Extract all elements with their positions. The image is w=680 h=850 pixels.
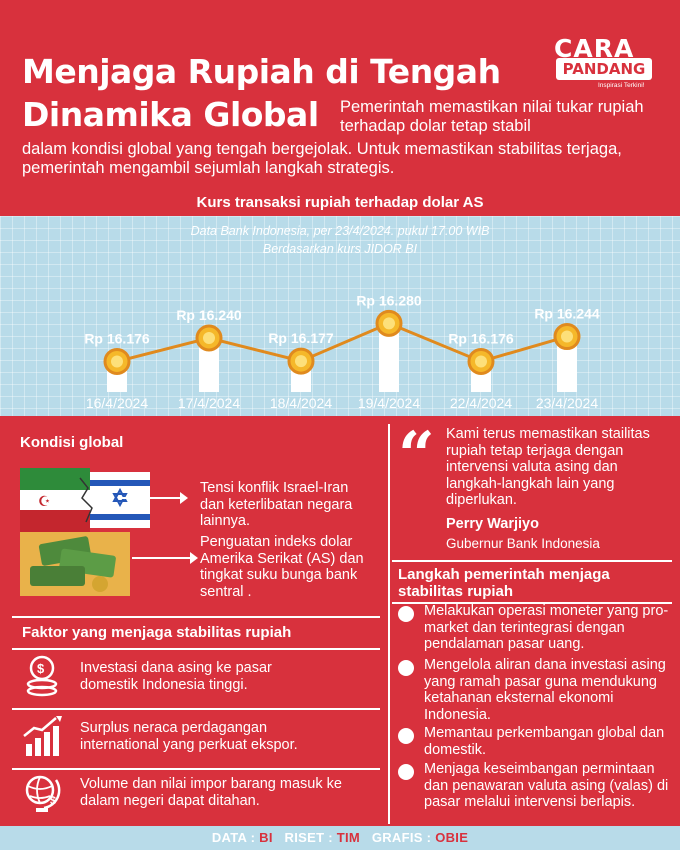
page-title: Menjaga Rupiah di Tengah Dinamika Global xyxy=(22,50,501,136)
chart-plot: Rp 16.176 Rp 16.240 Rp 16.177 Rp 16.280 Rp 1… xyxy=(84,292,600,411)
footer-data-label: DATA : xyxy=(211,830,256,845)
divider xyxy=(12,616,380,618)
left-panel: Kondisi global ☪ Tensi konflik Israel-Ir… xyxy=(0,416,388,826)
data-label-5: Rp 16.244 xyxy=(534,306,600,322)
langkah-heading: Langkah pemerintah menjaga stabilitas ru… xyxy=(398,566,610,600)
title-line-2: Dinamika Global xyxy=(22,95,319,134)
faktor-heading: Faktor yang menjaga stabilitas rupiah xyxy=(22,624,292,641)
langkah-item-3: Memantau perkembangan global dan domesti… xyxy=(424,725,665,758)
exchange-rate-chart: Data Bank Indonesia, per 23/4/2024. puku… xyxy=(0,216,680,416)
faktor-item-2: Surplus neraca perdagangan international… xyxy=(80,720,298,753)
data-point-core-5 xyxy=(561,330,573,343)
bar-3 xyxy=(379,323,399,392)
x-tick-label-5: 23/4/2024 xyxy=(536,395,598,411)
data-label-0: Rp 16.176 xyxy=(84,330,150,346)
bullet-icon xyxy=(398,764,414,780)
logo-bottom-text: PANDANG xyxy=(556,58,652,80)
quote-text: Kami terus memastikan stailitas rupiah t… xyxy=(446,426,650,508)
intro-text-1: Pemerintah memastikan nilai tukar rupiah… xyxy=(340,98,644,135)
x-tick-label-4: 22/4/2024 xyxy=(450,395,512,411)
kondisi-heading: Kondisi global xyxy=(20,434,124,451)
bullet-icon xyxy=(398,606,414,622)
quote-mark-icon: “ xyxy=(398,418,435,493)
faktor-item-1: Investasi dana asing ke pasar domestik I… xyxy=(80,660,272,693)
money-illustration xyxy=(20,532,130,596)
arrow-icon xyxy=(122,492,188,504)
brand-logo: CARA PANDANG Inspirasi Terkini! xyxy=(548,30,658,98)
data-point-core-2 xyxy=(295,355,307,368)
footer-credits: DATA : BI RISET : TIM GRAFIS : OBIE xyxy=(0,826,680,850)
data-label-2: Rp 16.177 xyxy=(268,330,334,346)
footer-grafis-label: GRAFIS : xyxy=(371,830,432,845)
divider xyxy=(12,648,380,650)
svg-text:☪: ☪ xyxy=(38,493,51,509)
coins-icon: $ xyxy=(26,655,58,697)
divider xyxy=(392,560,672,562)
data-point-core-1 xyxy=(203,332,215,344)
footer-data-value: BI xyxy=(259,830,273,845)
column-divider xyxy=(388,424,390,824)
title-line-1: Menjaga Rupiah di Tengah xyxy=(22,52,501,91)
quote-author: Perry Warjiyo xyxy=(446,516,539,532)
data-point-core-3 xyxy=(383,317,395,330)
data-point-core-4 xyxy=(475,355,487,368)
chart-subtitle-2: Berdasarkan kurs JIDOR BI xyxy=(262,242,418,256)
svg-text:$: $ xyxy=(50,795,56,807)
divider xyxy=(12,768,380,770)
bar-1 xyxy=(199,338,219,392)
footer-grafis-value: OBIE xyxy=(435,830,469,845)
arrow-icon xyxy=(132,552,198,564)
globe-icon: $ xyxy=(25,775,61,812)
series-line xyxy=(116,321,568,364)
langkah-item-1: Melakukan operasi moneter yang pro-marke… xyxy=(424,603,669,652)
x-tick-label-0: 16/4/2024 xyxy=(86,395,148,411)
svg-text:$: $ xyxy=(37,661,45,676)
data-label-3: Rp 16.280 xyxy=(356,292,422,308)
growth-chart-icon xyxy=(23,716,62,756)
bullet-icon xyxy=(398,660,414,676)
x-tick-label-1: 17/4/2024 xyxy=(178,395,240,411)
x-tick-label-2: 18/4/2024 xyxy=(270,395,332,411)
x-tick-label-3: 19/4/2024 xyxy=(358,395,420,411)
data-point-core-0 xyxy=(111,355,123,368)
bullet-icon xyxy=(398,728,414,744)
kondisi-item-2: Penguatan indeks dolar Amerika Serikat (… xyxy=(200,534,364,600)
langkah-item-4: Menjaga keseimbangan permintaan dan pena… xyxy=(424,761,669,810)
data-label-4: Rp 16.176 xyxy=(448,330,514,346)
divider xyxy=(12,708,380,710)
chart-title: Kurs transaksi rupiah terhadap dolar AS xyxy=(196,194,484,211)
kondisi-item-1: Tensi konflik Israel-Iran dan keterlibat… xyxy=(200,480,353,529)
footer-riset-value: TIM xyxy=(336,830,361,845)
footer-riset-label: RISET : xyxy=(284,830,333,845)
header: Menjaga Rupiah di Tengah Dinamika Global… xyxy=(0,0,680,190)
divider xyxy=(392,602,672,604)
chart-title-bar: Kurs transaksi rupiah terhadap dolar AS xyxy=(0,190,680,216)
intro-text-2: dalam kondisi global yang tengah bergejo… xyxy=(22,140,622,177)
data-label-1: Rp 16.240 xyxy=(176,307,242,323)
chart-subtitle-1: Data Bank Indonesia, per 23/4/2024. puku… xyxy=(190,224,490,238)
langkah-item-2: Mengelola aliran dana investasi asing ya… xyxy=(424,657,666,723)
quote-author-role: Gubernur Bank Indonesia xyxy=(446,536,600,551)
flags-illustration: ☪ xyxy=(20,468,150,532)
logo-tagline: Inspirasi Terkini! xyxy=(598,82,645,89)
bar-5 xyxy=(557,336,577,392)
faktor-item-3: Volume dan nilai impor barang masuk ke d… xyxy=(80,776,342,809)
